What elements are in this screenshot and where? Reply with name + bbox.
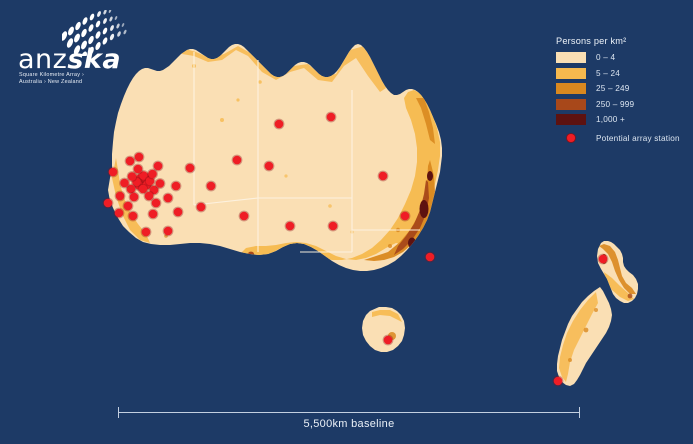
legend-class-list: 0 – 4 5 – 24 25 – 249 250 – 999 1,000 + [556, 51, 688, 126]
station-marker[interactable] [326, 112, 336, 122]
state-boundaries [193, 52, 420, 253]
station-marker[interactable] [125, 156, 135, 166]
station-marker[interactable] [151, 198, 161, 208]
legend-swatch-1 [556, 67, 586, 79]
logo-subtitle-line1: Square Kilometre Array › [19, 72, 85, 78]
tasmania-landmass [362, 307, 405, 352]
station-marker[interactable] [144, 191, 154, 201]
legend-title: Persons per km² [556, 36, 627, 46]
station-marker[interactable] [108, 167, 118, 177]
legend-station-row: Potential array station [556, 131, 688, 145]
map-legend: Persons per km² 0 – 4 5 – 24 25 – 249 250 –… [556, 36, 688, 145]
station-marker[interactable] [378, 171, 388, 181]
station-marker[interactable] [425, 252, 435, 262]
station-marker[interactable] [115, 191, 125, 201]
legend-label-1: 5 – 24 [596, 68, 620, 78]
logo-word-anz: anz [18, 44, 68, 75]
scale-bar-cap-right [579, 407, 580, 418]
logo-word-ska: ska [67, 44, 122, 75]
station-marker[interactable] [138, 184, 148, 194]
station-marker[interactable] [285, 221, 295, 231]
legend-row-3: 250 – 999 [556, 98, 688, 111]
station-markers-layer [102, 111, 609, 387]
legend-row-4: 1,000 + [556, 113, 688, 126]
station-marker[interactable] [114, 208, 124, 218]
scale-bar-cap-left [118, 407, 119, 418]
australia-landmass [108, 44, 442, 271]
station-marker[interactable] [155, 179, 165, 188]
station-marker[interactable] [264, 161, 274, 171]
logo-subtitle: Square Kilometre Array › Australia › New… [19, 72, 139, 85]
station-marker[interactable] [123, 201, 133, 211]
station-marker[interactable] [232, 155, 242, 165]
station-marker[interactable] [145, 176, 155, 186]
station-marker[interactable] [129, 192, 139, 202]
legend-station-label: Potential array station [596, 133, 680, 143]
station-marker[interactable] [127, 172, 137, 181]
station-marker[interactable] [128, 211, 138, 221]
station-marker[interactable] [383, 335, 393, 345]
legend-label-4: 1,000 + [596, 115, 625, 124]
station-marker[interactable] [206, 181, 216, 191]
legend-station-swatch [556, 134, 586, 142]
station-dot-icon [567, 134, 575, 142]
station-marker[interactable] [185, 163, 195, 173]
legend-swatch-0 [556, 52, 586, 63]
density-shading-australia [108, 46, 440, 261]
station-marker[interactable] [141, 227, 151, 237]
legend-row-1: 5 – 24 [556, 67, 688, 80]
station-marker[interactable] [139, 171, 148, 180]
scale-bar: 5,500km baseline [118, 404, 580, 438]
station-marker[interactable] [598, 254, 608, 264]
scale-bar-line [118, 412, 580, 413]
station-marker[interactable] [148, 209, 158, 219]
legend-label-3: 250 – 999 [596, 99, 635, 109]
station-marker[interactable] [239, 211, 249, 221]
station-marker[interactable] [163, 226, 173, 236]
station-marker[interactable] [553, 376, 563, 386]
legend-swatch-3 [556, 98, 586, 110]
station-marker[interactable] [149, 185, 159, 195]
station-marker[interactable] [171, 181, 181, 191]
legend-label-0: 0 – 4 [596, 53, 616, 62]
station-marker[interactable] [196, 202, 206, 212]
station-marker[interactable] [173, 207, 183, 217]
anzska-logo: anzska Square Kilometre Array › Australi… [14, 8, 139, 86]
legend-row-2: 25 – 249 [556, 82, 688, 95]
station-marker[interactable] [103, 198, 113, 208]
station-marker[interactable] [120, 178, 129, 188]
station-marker[interactable] [148, 169, 157, 179]
station-marker[interactable] [328, 221, 338, 231]
station-marker[interactable] [133, 164, 143, 174]
legend-swatch-2 [556, 83, 586, 94]
density-shading-nz-south [559, 292, 598, 382]
logo-subtitle-line2: Australia › New Zealand [19, 78, 83, 85]
station-marker[interactable] [163, 193, 173, 203]
legend-label-2: 25 – 249 [596, 84, 630, 93]
legend-row-0: 0 – 4 [556, 51, 688, 64]
station-marker[interactable] [153, 161, 163, 171]
logo-wordmark: anzska [18, 46, 121, 73]
ska-dish-array-icon [62, 10, 127, 56]
legend-swatch-4 [556, 114, 586, 125]
station-marker[interactable] [274, 119, 284, 129]
station-marker[interactable] [400, 211, 410, 221]
station-marker[interactable] [134, 152, 144, 162]
scale-bar-label: 5,500km baseline [303, 418, 395, 430]
station-marker[interactable] [126, 184, 136, 194]
